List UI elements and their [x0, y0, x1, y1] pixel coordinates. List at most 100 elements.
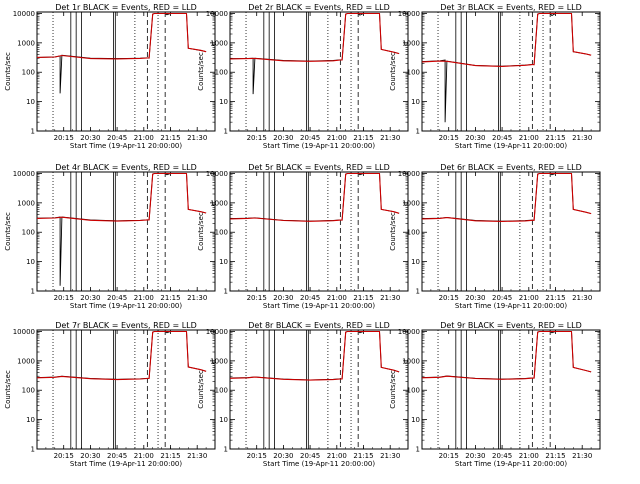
- y-axis-label: Counts/sec: [389, 212, 397, 251]
- panel-7: Det 7r BLACK = Events, RED = LLD 1 10 100 10…: [4, 321, 216, 468]
- y-tick-label: 100: [407, 69, 420, 77]
- series-line-events: [36, 13, 207, 94]
- x-tick-label: 21:00: [519, 134, 539, 142]
- y-tick-label: 1: [224, 128, 228, 136]
- x-tick-label: 21:30: [380, 134, 400, 142]
- series-line-events: [421, 331, 592, 380]
- x-tick-label: 20:15: [54, 452, 74, 460]
- panel-6: Det 6r BLACK = Events, RED = LLD 1 10 100 10…: [389, 163, 601, 310]
- y-tick-label: 1: [224, 446, 228, 454]
- y-axis-label: Counts/sec: [197, 52, 205, 91]
- series-line-events: [36, 173, 207, 286]
- x-tick-label: 20:15: [439, 452, 459, 460]
- x-tick-label: 20:30: [273, 294, 293, 302]
- y-tick-label: 100: [22, 387, 35, 395]
- x-tick-label: 21:00: [327, 294, 347, 302]
- x-tick-label: 20:45: [492, 452, 512, 460]
- y-tick-label: 10000: [398, 328, 420, 336]
- plot-title: Det 8r BLACK = Events, RED = LLD: [248, 321, 390, 330]
- x-tick-label: 21:30: [572, 294, 592, 302]
- x-tick-label: 21:30: [187, 134, 207, 142]
- plot-title: Det 1r BLACK = Events, RED = LLD: [55, 3, 197, 12]
- plot-title: Det 4r BLACK = Events, RED = LLD: [55, 163, 197, 172]
- x-tick-label: 20:15: [247, 452, 267, 460]
- y-tick-label: 1000: [402, 357, 420, 365]
- plot-frame: [421, 11, 601, 132]
- y-tick-label: 10: [411, 98, 420, 106]
- x-axis-label: Start Time (19-Apr-11 20:00:00): [263, 142, 375, 150]
- y-tick-label: 10: [411, 258, 420, 266]
- x-tick-label: 21:15: [353, 452, 373, 460]
- y-tick-label: 1000: [402, 39, 420, 47]
- plot-frame: [36, 171, 216, 292]
- y-tick-label: 10: [26, 416, 35, 424]
- x-tick-label: 20:15: [247, 294, 267, 302]
- y-axis-label: Counts/sec: [4, 52, 12, 91]
- y-tick-label: 10000: [206, 10, 228, 18]
- y-tick-label: 10000: [13, 170, 35, 178]
- x-tick-label: 20:30: [273, 452, 293, 460]
- x-tick-label: 21:15: [160, 134, 180, 142]
- y-tick-label: 1: [31, 288, 35, 296]
- y-tick-label: 10: [411, 416, 420, 424]
- y-axis-label: Counts/sec: [197, 370, 205, 409]
- x-tick-label: 21:00: [134, 294, 154, 302]
- x-tick-label: 20:30: [80, 452, 100, 460]
- x-tick-label: 21:00: [519, 294, 539, 302]
- plot-frame: [229, 11, 409, 132]
- panel-4: Det 4r BLACK = Events, RED = LLD 1 10 100 10…: [4, 163, 216, 310]
- y-tick-label: 100: [215, 69, 228, 77]
- series-line-lld: [421, 330, 592, 380]
- series-line-lld: [36, 12, 207, 60]
- x-tick-label: 21:30: [380, 294, 400, 302]
- y-tick-label: 100: [407, 229, 420, 237]
- y-tick-label: 1: [31, 128, 35, 136]
- y-tick-label: 100: [215, 229, 228, 237]
- y-tick-label: 10: [26, 98, 35, 106]
- x-tick-label: 21:15: [545, 294, 565, 302]
- plot-frame: [421, 171, 601, 292]
- y-tick-label: 1000: [402, 199, 420, 207]
- y-tick-label: 1: [31, 446, 35, 454]
- y-axis-label: Counts/sec: [197, 212, 205, 251]
- y-tick-label: 1: [416, 288, 420, 296]
- plot-frame: [36, 329, 216, 450]
- plot-frame: [229, 171, 409, 292]
- plot-title: Det 2r BLACK = Events, RED = LLD: [248, 3, 390, 12]
- y-tick-label: 1: [416, 446, 420, 454]
- plot-frame: [36, 11, 216, 132]
- x-tick-label: 20:45: [300, 294, 320, 302]
- x-tick-label: 21:30: [572, 134, 592, 142]
- y-tick-label: 10000: [206, 328, 228, 336]
- x-tick-label: 21:15: [160, 452, 180, 460]
- x-tick-label: 20:15: [247, 134, 267, 142]
- x-tick-label: 21:15: [160, 294, 180, 302]
- x-tick-label: 21:30: [380, 452, 400, 460]
- y-axis-label: Counts/sec: [4, 370, 12, 409]
- series-line-lld: [36, 330, 207, 381]
- y-tick-label: 100: [22, 229, 35, 237]
- x-tick-label: 21:30: [187, 452, 207, 460]
- x-tick-label: 20:45: [492, 294, 512, 302]
- y-tick-label: 10000: [398, 170, 420, 178]
- x-tick-label: 20:15: [54, 294, 74, 302]
- y-tick-label: 1000: [210, 39, 228, 47]
- x-tick-label: 21:00: [327, 134, 347, 142]
- x-tick-label: 21:15: [545, 452, 565, 460]
- plot-title: Det 7r BLACK = Events, RED = LLD: [55, 321, 197, 330]
- series-line-events: [229, 13, 400, 95]
- x-tick-label: 20:45: [300, 134, 320, 142]
- y-tick-label: 10: [26, 258, 35, 266]
- plot-title: Det 9r BLACK = Events, RED = LLD: [440, 321, 582, 330]
- x-tick-label: 20:45: [492, 134, 512, 142]
- x-tick-label: 20:45: [107, 134, 127, 142]
- series-line-lld: [421, 12, 592, 67]
- y-tick-label: 100: [407, 387, 420, 395]
- y-tick-label: 10: [219, 98, 228, 106]
- y-tick-label: 1: [416, 128, 420, 136]
- panel-2: Det 2r BLACK = Events, RED = LLD 1 10 100 10…: [197, 3, 409, 150]
- x-tick-label: 20:15: [54, 134, 74, 142]
- x-axis-label: Start Time (19-Apr-11 20:00:00): [455, 142, 567, 150]
